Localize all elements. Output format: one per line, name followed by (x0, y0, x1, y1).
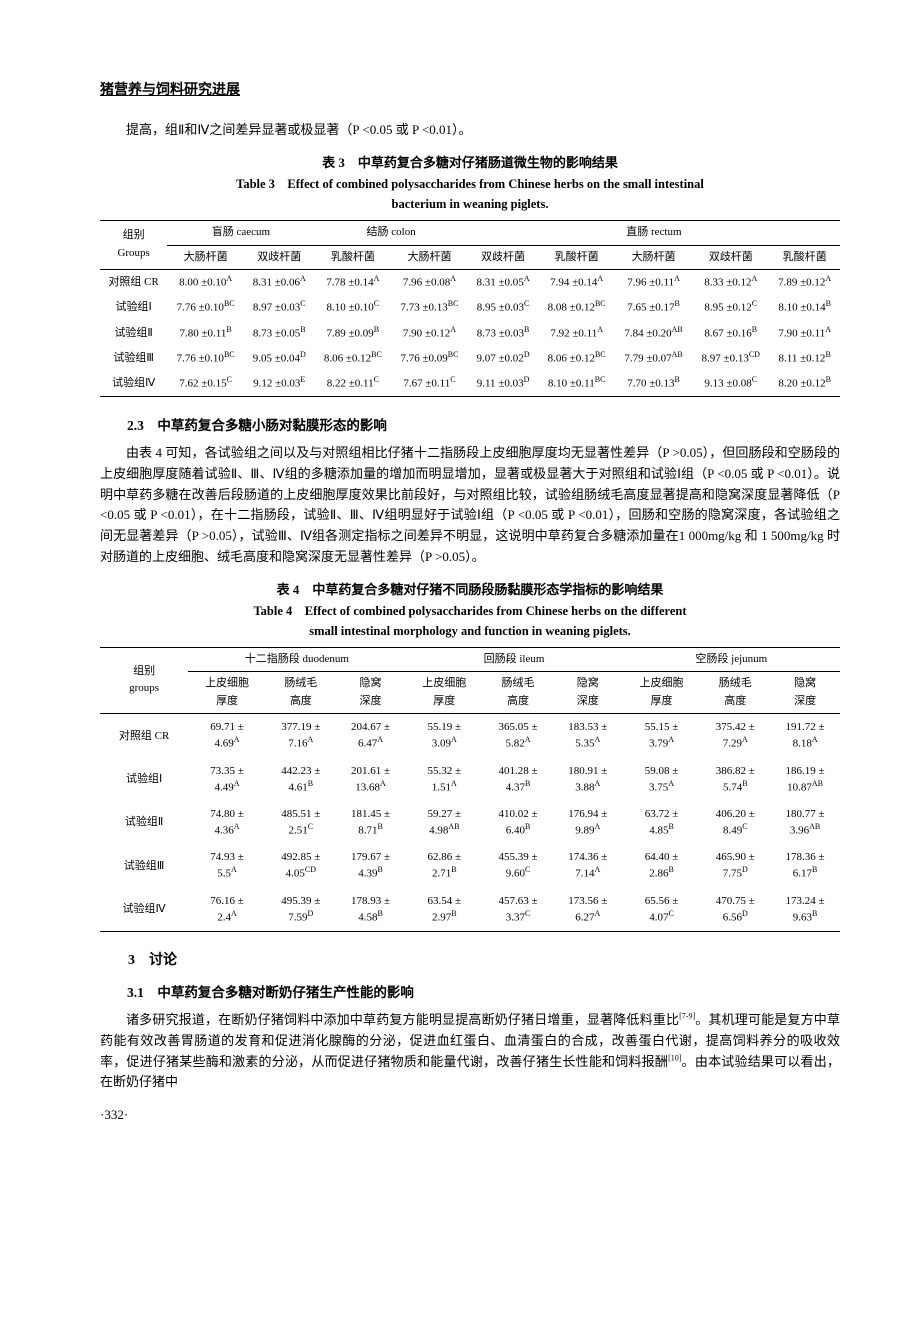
section-3-heading: 3 讨论 (100, 950, 840, 972)
table4-caption-cn: 表 4 中草药复合多糖对仔猪不同肠段肠黏膜形态学指标的影响结果 (100, 580, 840, 601)
table-row: 试验组Ⅰ7.76 ±0.10BC8.97 ±0.03C8.10 ±0.10C7.… (100, 295, 840, 320)
table4: 组别groups 十二指肠段 duodenum 回肠段 ileum 空肠段 je… (100, 647, 840, 933)
table-row: 试验组Ⅲ7.76 ±0.10BC9.05 ±0.04D8.06 ±0.12BC7… (100, 346, 840, 371)
table-row: 试验组Ⅱ7.80 ±0.11B8.73 ±0.05B7.89 ±0.09B7.9… (100, 321, 840, 346)
table-row: 试验组Ⅳ76.16 ±2.4A495.39 ±7.59D178.93 ±4.58… (100, 888, 840, 932)
table-row: 试验组Ⅲ74.93 ±5.5A492.85 ±4.05CD179.67 ±4.3… (100, 844, 840, 887)
table-row: 试验组Ⅱ74.80 ±4.36A485.51 ±2.51C181.45 ±8.7… (100, 801, 840, 844)
section-2-3-heading: 2.3 中草药复合多糖小肠对黏膜形态的影响 (100, 415, 840, 437)
table4-caption-en: Table 4 Effect of combined polysaccharid… (100, 601, 840, 641)
table-row: 对照组 CR8.00 ±0.10A8.31 ±0.06A7.78 ±0.14A7… (100, 270, 840, 296)
section-3-1-heading: 3.1 中草药复合多糖对断奶仔猪生产性能的影响 (100, 982, 840, 1004)
intro-paragraph: 提高，组Ⅱ和Ⅳ之间差异显著或极显著（P <0.05 或 P <0.01）。 (100, 120, 840, 141)
running-header: 猪营养与饲料研究进展 (100, 80, 840, 102)
table3-caption-en: Table 3 Effect of combined polysaccharid… (100, 174, 840, 214)
section-2-3-paragraph: 由表 4 可知，各试验组之间以及与对照组相比仔猪十二指肠段上皮细胞厚度均无显著性… (100, 443, 840, 568)
table3-caption-cn: 表 3 中草药复合多糖对仔猪肠道微生物的影响结果 (100, 153, 840, 174)
page-number: ·332· (100, 1105, 840, 1126)
table-row: 对照组 CR69.71 ±4.69A377.19 ±7.16A204.67 ±6… (100, 714, 840, 758)
table3: 组别Groups 盲肠 caecum 结肠 colon 直肠 rectum 大肠… (100, 220, 840, 397)
table-row: 试验组Ⅳ7.62 ±0.15C9.12 ±0.03E8.22 ±0.11C7.6… (100, 371, 840, 397)
table-row: 试验组Ⅰ73.35 ±4.49A442.23 ±4.61B201.61 ±13.… (100, 758, 840, 801)
section-3-1-paragraph: 诸多研究报道，在断奶仔猪饲料中添加中草药复方能明显提高断奶仔猪日增重，显著降低料… (100, 1010, 840, 1093)
